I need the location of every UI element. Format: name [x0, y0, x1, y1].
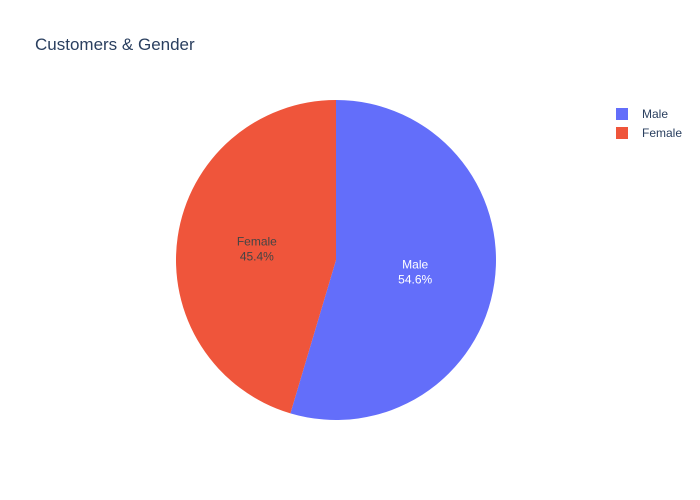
pie-slices [175, 100, 496, 420]
legend-label-female[interactable]: Female [642, 126, 682, 140]
legend-swatch-female[interactable] [616, 127, 628, 139]
slice-category-label: Female [237, 234, 277, 248]
chart-title: Customers & Gender [35, 35, 195, 54]
slice-labels: Male 54.6% Female 45.4% [237, 234, 433, 286]
slice-percent-label: 45.4% [240, 249, 274, 263]
slice-label-male: Male 54.6% [398, 258, 432, 287]
slice-percent-label: 54.6% [398, 273, 432, 287]
pie-slice-female[interactable] [175, 100, 336, 414]
pie-slice-male[interactable] [290, 100, 496, 420]
legend-label-male[interactable]: Male [642, 107, 668, 121]
legend: Male Female [616, 107, 682, 140]
slice-category-label: Male [402, 258, 428, 272]
slice-label-female: Female 45.4% [237, 234, 277, 263]
legend-swatch-male[interactable] [616, 108, 628, 120]
